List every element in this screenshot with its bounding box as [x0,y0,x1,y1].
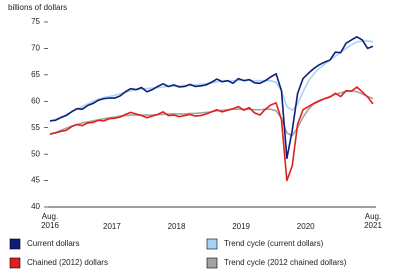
y-tick-label: 70 [31,44,40,53]
y-tick-label: 55 [31,123,40,132]
y-tick-label: 50 [31,149,40,158]
x-tick-label: Aug. 2021 [364,212,382,230]
legend-swatch [9,257,21,269]
y-tick-label: 40 [31,202,40,211]
legend-label: Current dollars [27,239,79,248]
series-line [49,40,374,123]
legend-swatch [206,238,218,250]
legend-swatch [9,238,21,250]
series-line [49,86,374,182]
legend-swatch [206,257,218,269]
y-tick-label: 65 [31,70,40,79]
series-line [49,36,374,160]
x-tick-label: 2019 [232,222,250,231]
x-tick-label: 2017 [103,222,121,231]
x-tick-label: 2020 [296,222,315,231]
series-line [49,89,374,137]
y-tick-label: 75 [31,17,40,26]
legend-label: Trend cycle (current dollars) [224,239,324,248]
x-tick-label: Aug. 2016 [41,212,59,230]
y-tick-label: 60 [31,96,40,105]
y-axis-label: billions of dollars [8,3,67,12]
x-tick-label: 2018 [167,222,186,231]
y-tick-label: 45 [31,176,40,185]
legend-label: Trend cycle (2012 chained dollars) [224,258,347,267]
legend-label: Chained (2012) dollars [27,258,108,267]
